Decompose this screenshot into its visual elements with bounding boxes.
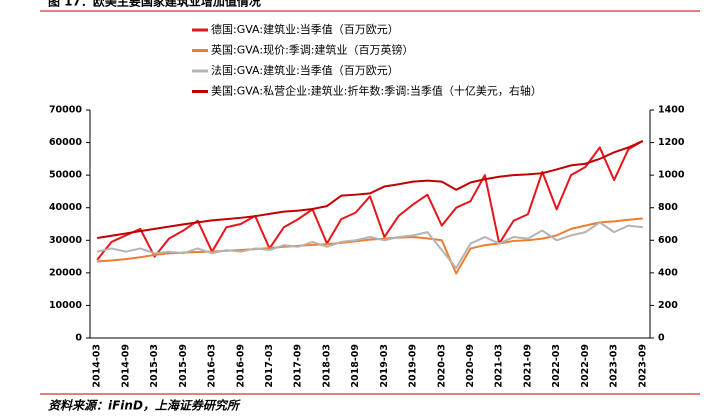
x-tick-label: 2019-03 <box>379 344 390 388</box>
x-tick-label: 2020-03 <box>436 344 447 388</box>
y-tick-label: 0 <box>75 333 82 344</box>
x-tick-label: 2019-09 <box>408 344 419 388</box>
series-line <box>97 217 643 275</box>
x-tick-label: 2021-09 <box>522 344 533 388</box>
x-tick-label: 2014-03 <box>92 344 103 388</box>
y2-tick-label: 600 <box>658 235 678 246</box>
x-tick-label: 2018-03 <box>321 344 332 388</box>
y2-tick-label: 400 <box>658 267 678 278</box>
x-tick-label: 2021-03 <box>494 344 505 388</box>
legend-label: 德国:GVA:建筑业:当季值（百万欧元） <box>211 22 399 36</box>
source: 资料来源：iFinD，上海证券研究所 <box>48 399 241 413</box>
x-tick-label: 2020-09 <box>465 344 476 388</box>
y-tick-label: 50000 <box>49 170 82 181</box>
y2-tick-label: 1400 <box>658 105 685 116</box>
series-line <box>97 140 644 239</box>
y-tick-label: 40000 <box>49 202 82 213</box>
series-line <box>96 140 644 261</box>
y2-tick-label: 200 <box>658 300 678 311</box>
chart-title: 图 17：欧美主要国家建筑业增加值情况 <box>48 0 261 9</box>
y-tick-label: 60000 <box>49 137 82 148</box>
x-tick-label: 2017-03 <box>264 344 275 388</box>
x-tick-label: 2023-03 <box>609 344 620 388</box>
legend-label: 美国:GVA:私营企业:建筑业:折年数:季调:当季值（十亿美元，右轴） <box>211 84 542 98</box>
x-tick-label: 2016-09 <box>235 344 246 388</box>
y-tick-label: 70000 <box>49 105 82 116</box>
y-tick-label: 20000 <box>49 267 82 278</box>
y2-tick-label: 1200 <box>658 137 685 148</box>
x-tick-label: 2016-03 <box>207 344 218 388</box>
x-tick-label: 2022-03 <box>551 344 562 388</box>
x-tick-label: 2022-09 <box>580 344 591 388</box>
x-tick-label: 2014-09 <box>120 344 131 388</box>
y2-tick-label: 0 <box>658 333 665 344</box>
x-tick-label: 2018-09 <box>350 344 361 388</box>
legend-label: 英国:GVA:现价:季调:建筑业（百万英镑） <box>211 43 414 57</box>
x-tick-label: 2023-09 <box>637 344 648 388</box>
x-tick-label: 2015-03 <box>149 344 160 388</box>
legend-label: 法国:GVA:建筑业:当季值（百万欧元） <box>211 63 399 77</box>
series-line <box>96 221 643 269</box>
y-tick-label: 10000 <box>49 300 82 311</box>
y2-tick-label: 800 <box>658 202 678 213</box>
y-tick-label: 30000 <box>49 235 82 246</box>
x-tick-label: 2015-09 <box>178 344 189 388</box>
x-tick-label: 2017-09 <box>293 344 304 388</box>
y2-tick-label: 1000 <box>658 170 685 181</box>
